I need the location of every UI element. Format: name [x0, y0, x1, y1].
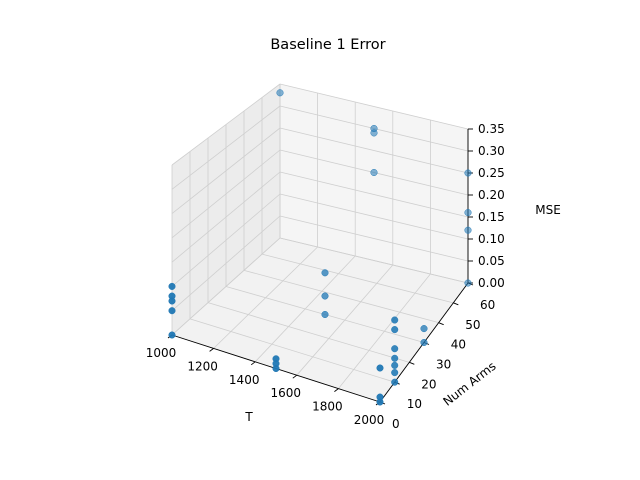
gridline-z-back [279, 193, 469, 240]
gridline-y-floor [261, 253, 454, 304]
data-point [168, 331, 176, 339]
z-tick-label: 0.05 [478, 254, 505, 268]
gridline-y-floor [189, 318, 395, 383]
x-tick-label: 2000 [354, 413, 385, 427]
y-tick-label: 50 [465, 318, 480, 332]
y-tick-label: 30 [436, 358, 451, 372]
gridline-y-floor [207, 302, 410, 363]
gridline-z-back [279, 127, 469, 174]
y-tick-mark [438, 322, 444, 326]
data-point [464, 226, 472, 234]
gridline-z-back [279, 237, 469, 284]
z-tick-label: 0.10 [478, 232, 505, 246]
y-tick-label: 20 [421, 377, 436, 391]
gridline-z-left [171, 193, 281, 287]
gridline-z-left [171, 127, 281, 214]
x-tick-label: 1800 [312, 400, 343, 414]
data-point [370, 168, 378, 177]
z-tick-label: 0.30 [478, 144, 505, 158]
data-point [168, 307, 176, 315]
x-tick-label: 1200 [187, 359, 218, 373]
data-point [464, 169, 472, 177]
data-point [391, 354, 399, 362]
data-point [391, 378, 399, 386]
x-axis-label: T [244, 410, 253, 424]
gridline-z-left [171, 149, 281, 239]
gridline-z-back [279, 215, 469, 262]
y-tick-label: 10 [407, 397, 422, 411]
x-tick-label: 1600 [271, 386, 302, 400]
data-point [420, 338, 428, 347]
y-tick-label: 40 [451, 338, 466, 352]
data-point [376, 393, 384, 401]
data-point [168, 282, 176, 290]
data-point [321, 269, 329, 277]
data-point [420, 325, 428, 333]
data-point [276, 89, 284, 97]
data-point [464, 209, 472, 217]
data-point [391, 361, 399, 369]
z-tick-label: 0.25 [478, 166, 505, 180]
data-point [272, 355, 280, 363]
gridline-z-left [171, 171, 281, 263]
z-tick-label: 0.15 [478, 210, 505, 224]
gridline-z-back [279, 171, 469, 218]
data-points [168, 89, 472, 406]
y-tick-mark [453, 302, 459, 306]
data-point [321, 292, 329, 300]
x-tick-mark [209, 348, 214, 352]
data-point [391, 326, 399, 334]
z-axis-label: MSE [535, 203, 561, 217]
data-point [391, 369, 399, 377]
back-wall-pane [280, 84, 468, 283]
data-point [168, 292, 176, 300]
data-point [370, 124, 378, 133]
x-tick-mark [250, 361, 256, 366]
y-tick-label: 60 [480, 298, 495, 312]
x-tick-mark [292, 374, 298, 379]
chart-title: Baseline 1 Error [270, 37, 385, 53]
y-tick-label: 0 [392, 417, 400, 431]
z-tick-label: 0.00 [478, 276, 505, 290]
y-tick-mark [409, 361, 415, 365]
data-point [464, 279, 472, 287]
data-point [376, 364, 384, 372]
z-tick-label: 0.35 [478, 122, 505, 136]
data-point [391, 316, 399, 324]
x-tick-mark [334, 388, 339, 392]
x-tick-label: 1400 [229, 373, 260, 387]
z-tick-label: 0.20 [478, 188, 505, 202]
gridline-z-left [171, 215, 281, 312]
data-point [321, 310, 329, 319]
x-tick-label: 1000 [146, 346, 177, 360]
gridline-y-floor [243, 269, 439, 324]
gridline-z-left [171, 83, 281, 166]
data-point [391, 345, 399, 353]
gridline-z-back [279, 83, 469, 130]
gridline-z-left [171, 237, 281, 336]
gridline-z-left [171, 105, 281, 190]
